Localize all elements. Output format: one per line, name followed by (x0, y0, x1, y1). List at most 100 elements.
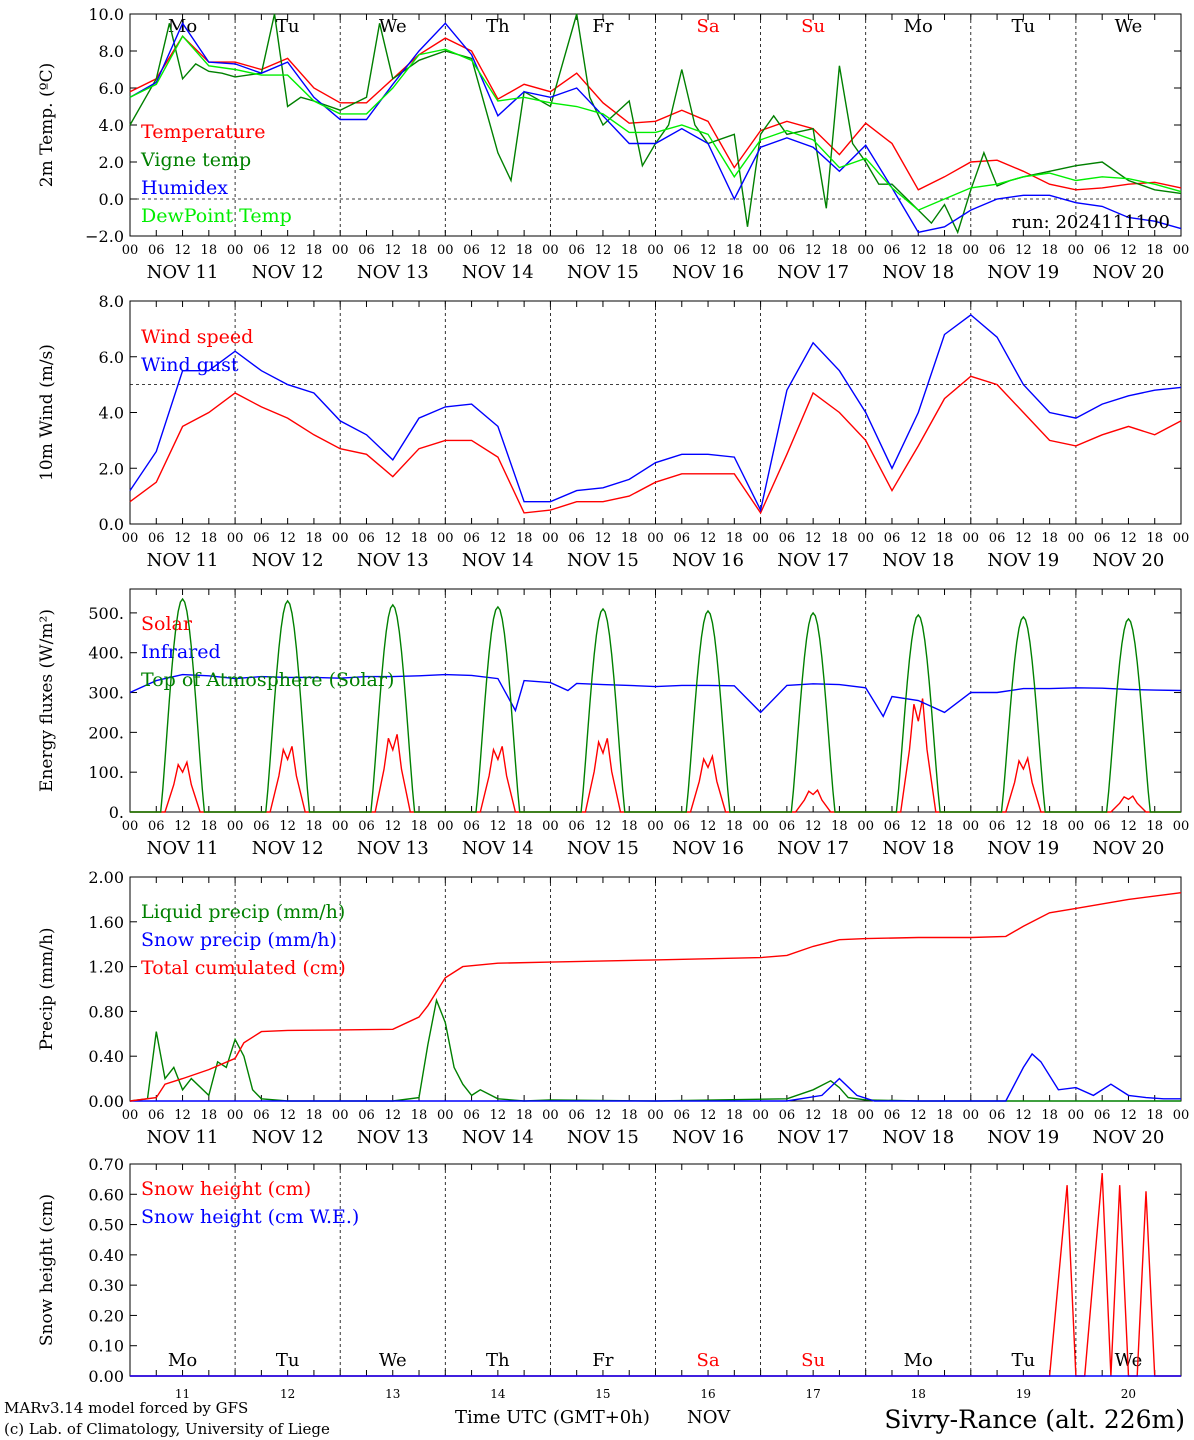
hour-tick-label: 18 (1041, 819, 1058, 834)
hour-tick-label: 12 (805, 243, 822, 258)
y-axis-label: Precip (mm/h) (37, 927, 57, 1050)
day-number-label: 17 (806, 1387, 821, 1401)
hour-tick-label: 18 (201, 531, 218, 546)
hour-tick-label: 06 (884, 1108, 901, 1123)
hour-tick-label: 06 (884, 243, 901, 258)
day-label: NOV 15 (567, 262, 639, 283)
hour-tick-label: 00 (437, 1108, 454, 1123)
hour-tick-label: 00 (542, 243, 559, 258)
day-label: NOV 18 (882, 838, 954, 859)
hour-tick-label: 12 (384, 819, 401, 834)
hour-tick-label: 00 (542, 819, 559, 834)
hour-tick-label: 12 (174, 1108, 191, 1123)
hour-tick-label: 06 (253, 243, 270, 258)
legend-entry: Wind gust (141, 354, 239, 376)
day-label: NOV 18 (882, 1127, 954, 1148)
hour-tick-label: 06 (253, 531, 270, 546)
hour-tick-label: 00 (1068, 1108, 1085, 1123)
day-label: NOV 19 (987, 262, 1059, 283)
day-label: NOV 13 (357, 838, 429, 859)
day-label: NOV 11 (147, 550, 219, 571)
hour-tick-label: 06 (568, 819, 585, 834)
day-label: NOV 19 (987, 838, 1059, 859)
hour-tick-label: 00 (542, 1108, 559, 1123)
x-axis-label: Time UTC (GMT+0h) (455, 1407, 650, 1428)
y-tick-label: 0.50 (88, 1216, 124, 1235)
month-label: NOV (687, 1407, 731, 1428)
hour-tick-label: 18 (621, 819, 638, 834)
hour-tick-label: 00 (1068, 243, 1085, 258)
legend-entry: Snow precip (mm/h) (141, 929, 337, 951)
panel-5: 0.70 0.60 0.50 0.40 0.30 0.20 0.10 0.00 Snow hei… (37, 1155, 1182, 1401)
hour-tick-label: 18 (1146, 243, 1163, 258)
y-tick-label: 500. (88, 604, 124, 623)
hour-tick-label: 00 (542, 531, 559, 546)
hour-tick-label: 00 (1068, 819, 1085, 834)
y-tick-label: 8.0 (99, 292, 124, 311)
day-label: NOV 12 (252, 838, 324, 859)
hour-tick-label: 18 (831, 531, 848, 546)
weekday-label: Mo (904, 1350, 933, 1371)
y-tick-label: 0.20 (88, 1306, 124, 1325)
hour-tick-label: 12 (805, 819, 822, 834)
hour-tick-label: 18 (201, 1108, 218, 1123)
hour-tick-label: 18 (831, 1108, 848, 1123)
hour-tick-label: 12 (490, 1108, 507, 1123)
run-label: run: 2024111100 (1012, 212, 1170, 233)
y-tick-label: 0.40 (88, 1047, 124, 1066)
hour-tick-label: 00 (857, 1108, 874, 1123)
day-number-label: 16 (700, 1387, 715, 1401)
hour-tick-label: 12 (910, 243, 927, 258)
hour-tick-label: 00 (1173, 819, 1190, 834)
y-tick-label: 0. (109, 803, 124, 822)
y-tick-label: 0.70 (88, 1155, 124, 1174)
hour-tick-label: 06 (358, 243, 375, 258)
hour-tick-label: 18 (726, 1108, 743, 1123)
hour-tick-label: 12 (1015, 243, 1032, 258)
weekday-label: Su (801, 1350, 825, 1371)
hour-tick-label: 12 (700, 1108, 717, 1123)
hour-tick-label: 00 (857, 819, 874, 834)
day-number-label: 19 (1016, 1387, 1031, 1401)
hour-tick-label: 00 (752, 531, 769, 546)
legend-entry: Snow height (cm) (141, 1178, 311, 1200)
hour-tick-label: 18 (726, 819, 743, 834)
hour-tick-label: 12 (595, 819, 612, 834)
hour-tick-label: 06 (1094, 531, 1111, 546)
panel-1: 10.0 8.0 6.0 4.0 2.0 0.0 −2.0 2m Temp. (ºC) 00 06… (37, 5, 1189, 283)
y-axis-label: Energy fluxes (W/m²) (37, 609, 57, 792)
hour-tick-label: 00 (647, 531, 664, 546)
credit-line-1: MARv3.14 model forced by GFS (4, 1399, 248, 1417)
hour-tick-label: 18 (1041, 1108, 1058, 1123)
hour-tick-label: 18 (936, 531, 953, 546)
hour-tick-label: 18 (411, 243, 428, 258)
hour-tick-label: 06 (1094, 243, 1111, 258)
hour-tick-label: 06 (884, 531, 901, 546)
y-tick-label: 6.0 (99, 348, 124, 367)
hour-tick-label: 12 (1120, 819, 1137, 834)
day-label: NOV 15 (567, 550, 639, 571)
y-tick-label: 1.60 (88, 913, 124, 932)
hour-tick-label: 06 (989, 243, 1006, 258)
hour-tick-label: 06 (463, 1108, 480, 1123)
hour-tick-label: 12 (490, 531, 507, 546)
hour-tick-label: 06 (463, 243, 480, 258)
hour-tick-label: 18 (306, 819, 323, 834)
hour-tick-label: 00 (437, 243, 454, 258)
day-label: NOV 20 (1093, 262, 1165, 283)
hour-tick-label: 00 (647, 819, 664, 834)
hour-tick-label: 12 (490, 243, 507, 258)
hour-tick-label: 06 (568, 243, 585, 258)
day-label: NOV 11 (147, 838, 219, 859)
hour-tick-label: 18 (621, 1108, 638, 1123)
y-axis-label: 2m Temp. (ºC) (37, 63, 57, 188)
panel-2: 8.0 6.0 4.0 2.0 0.0 10m Wind (m/s) 00 06 12 18 00 0… (37, 292, 1189, 571)
day-label: NOV 16 (672, 262, 744, 283)
station-title: Sivry-Rance (alt. 226m) (884, 1405, 1185, 1434)
hour-tick-label: 12 (174, 243, 191, 258)
hour-tick-label: 00 (963, 243, 980, 258)
hour-tick-label: 06 (568, 531, 585, 546)
weekday-label: We (379, 16, 407, 37)
hour-tick-label: 00 (332, 819, 349, 834)
y-tick-label: 200. (88, 723, 124, 742)
